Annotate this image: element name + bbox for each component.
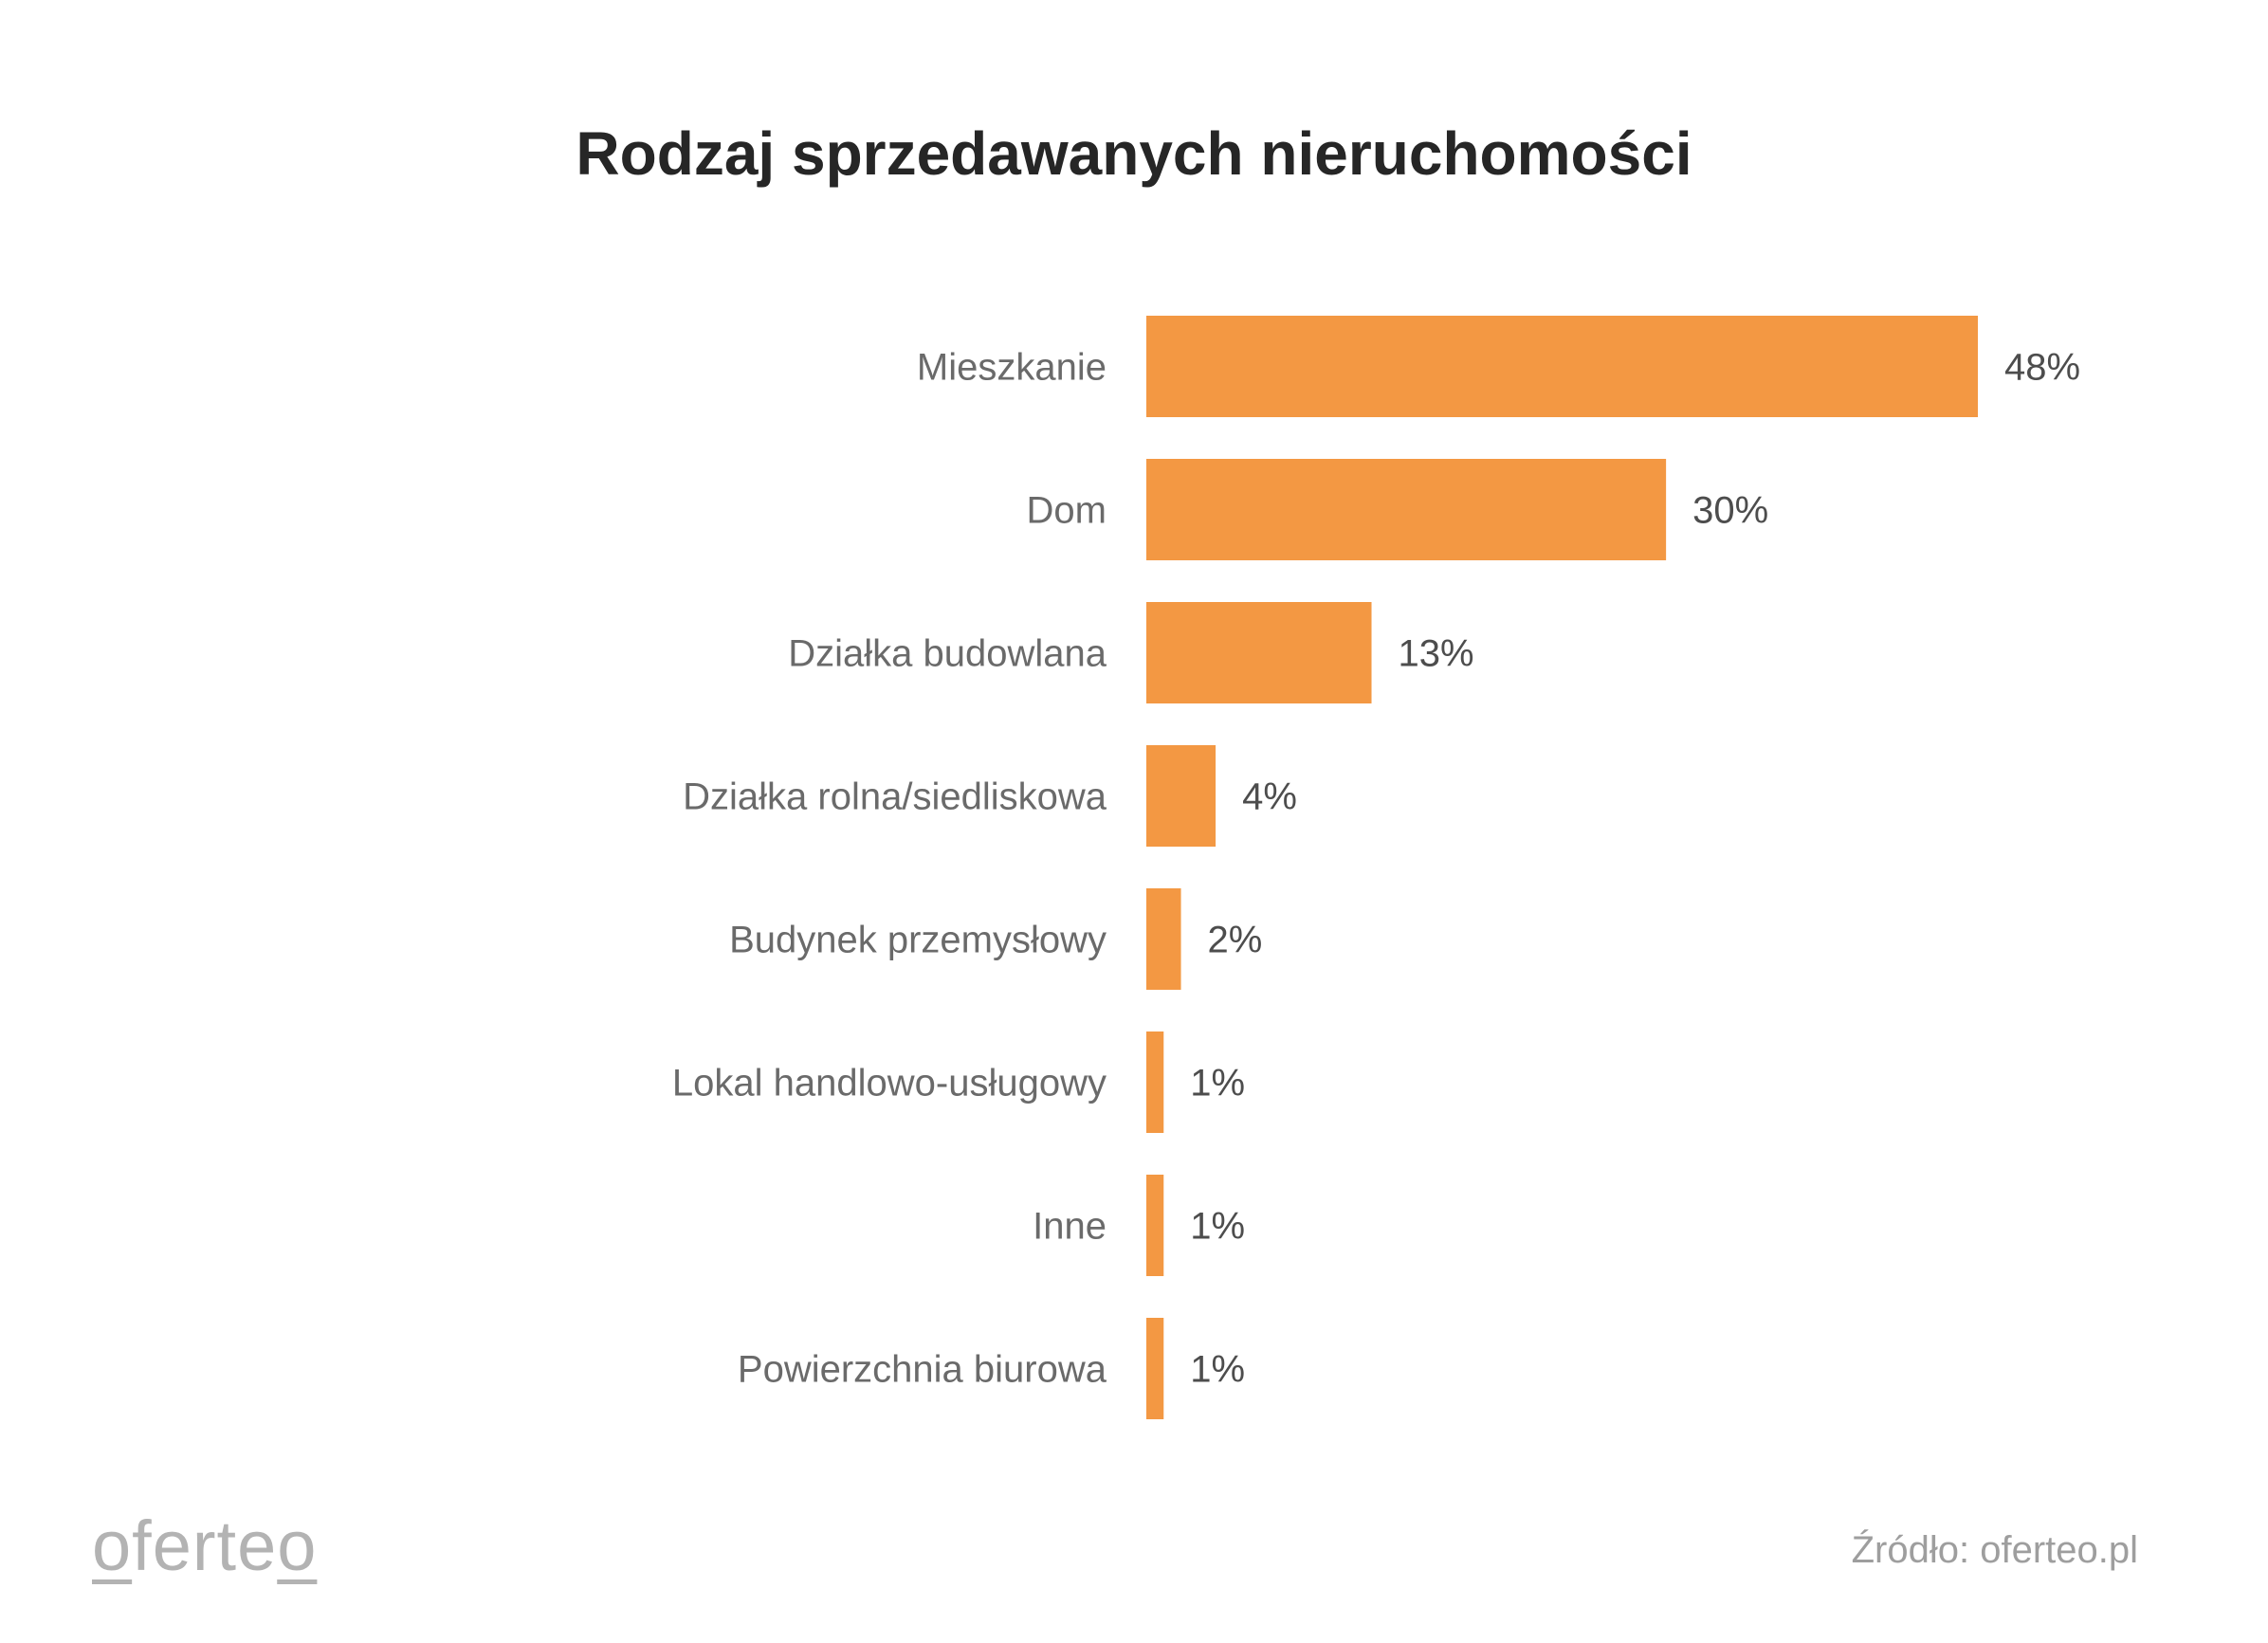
bar [1146,459,1667,560]
bar [1146,745,1216,847]
value-label: 4% [1242,776,1297,818]
category-label: Inne [1033,1206,1107,1248]
category-label: Powierzchnia biurowa [738,1349,1107,1391]
category-label: Działka budowlana [788,633,1107,675]
oferteo-logo: oferteo [92,1506,318,1585]
value-label: 2% [1208,920,1263,961]
category-label: Mieszkanie [917,347,1107,389]
source-note: Źródło: oferteo.pl [1851,1529,2138,1571]
value-label: 1% [1190,1206,1245,1248]
value-label: 30% [1692,490,1768,532]
bar [1146,1031,1164,1133]
bar [1146,602,1372,703]
bar [1146,1318,1164,1419]
page-title: Rodzaj sprzedawanych nieruchomości [576,119,1692,188]
value-label: 48% [2004,347,2080,389]
bar [1146,1175,1164,1276]
value-label: 1% [1190,1349,1245,1391]
bar [1146,888,1181,990]
category-label: Działka rolna/siedliskowa [683,776,1107,818]
category-label: Dom [1027,490,1107,532]
category-label: Lokal handlowo-usługowy [672,1063,1107,1104]
value-label: 13% [1399,633,1474,675]
value-label: 1% [1190,1063,1245,1104]
bar [1146,316,1978,417]
category-label: Budynek przemysłowy [729,920,1107,961]
